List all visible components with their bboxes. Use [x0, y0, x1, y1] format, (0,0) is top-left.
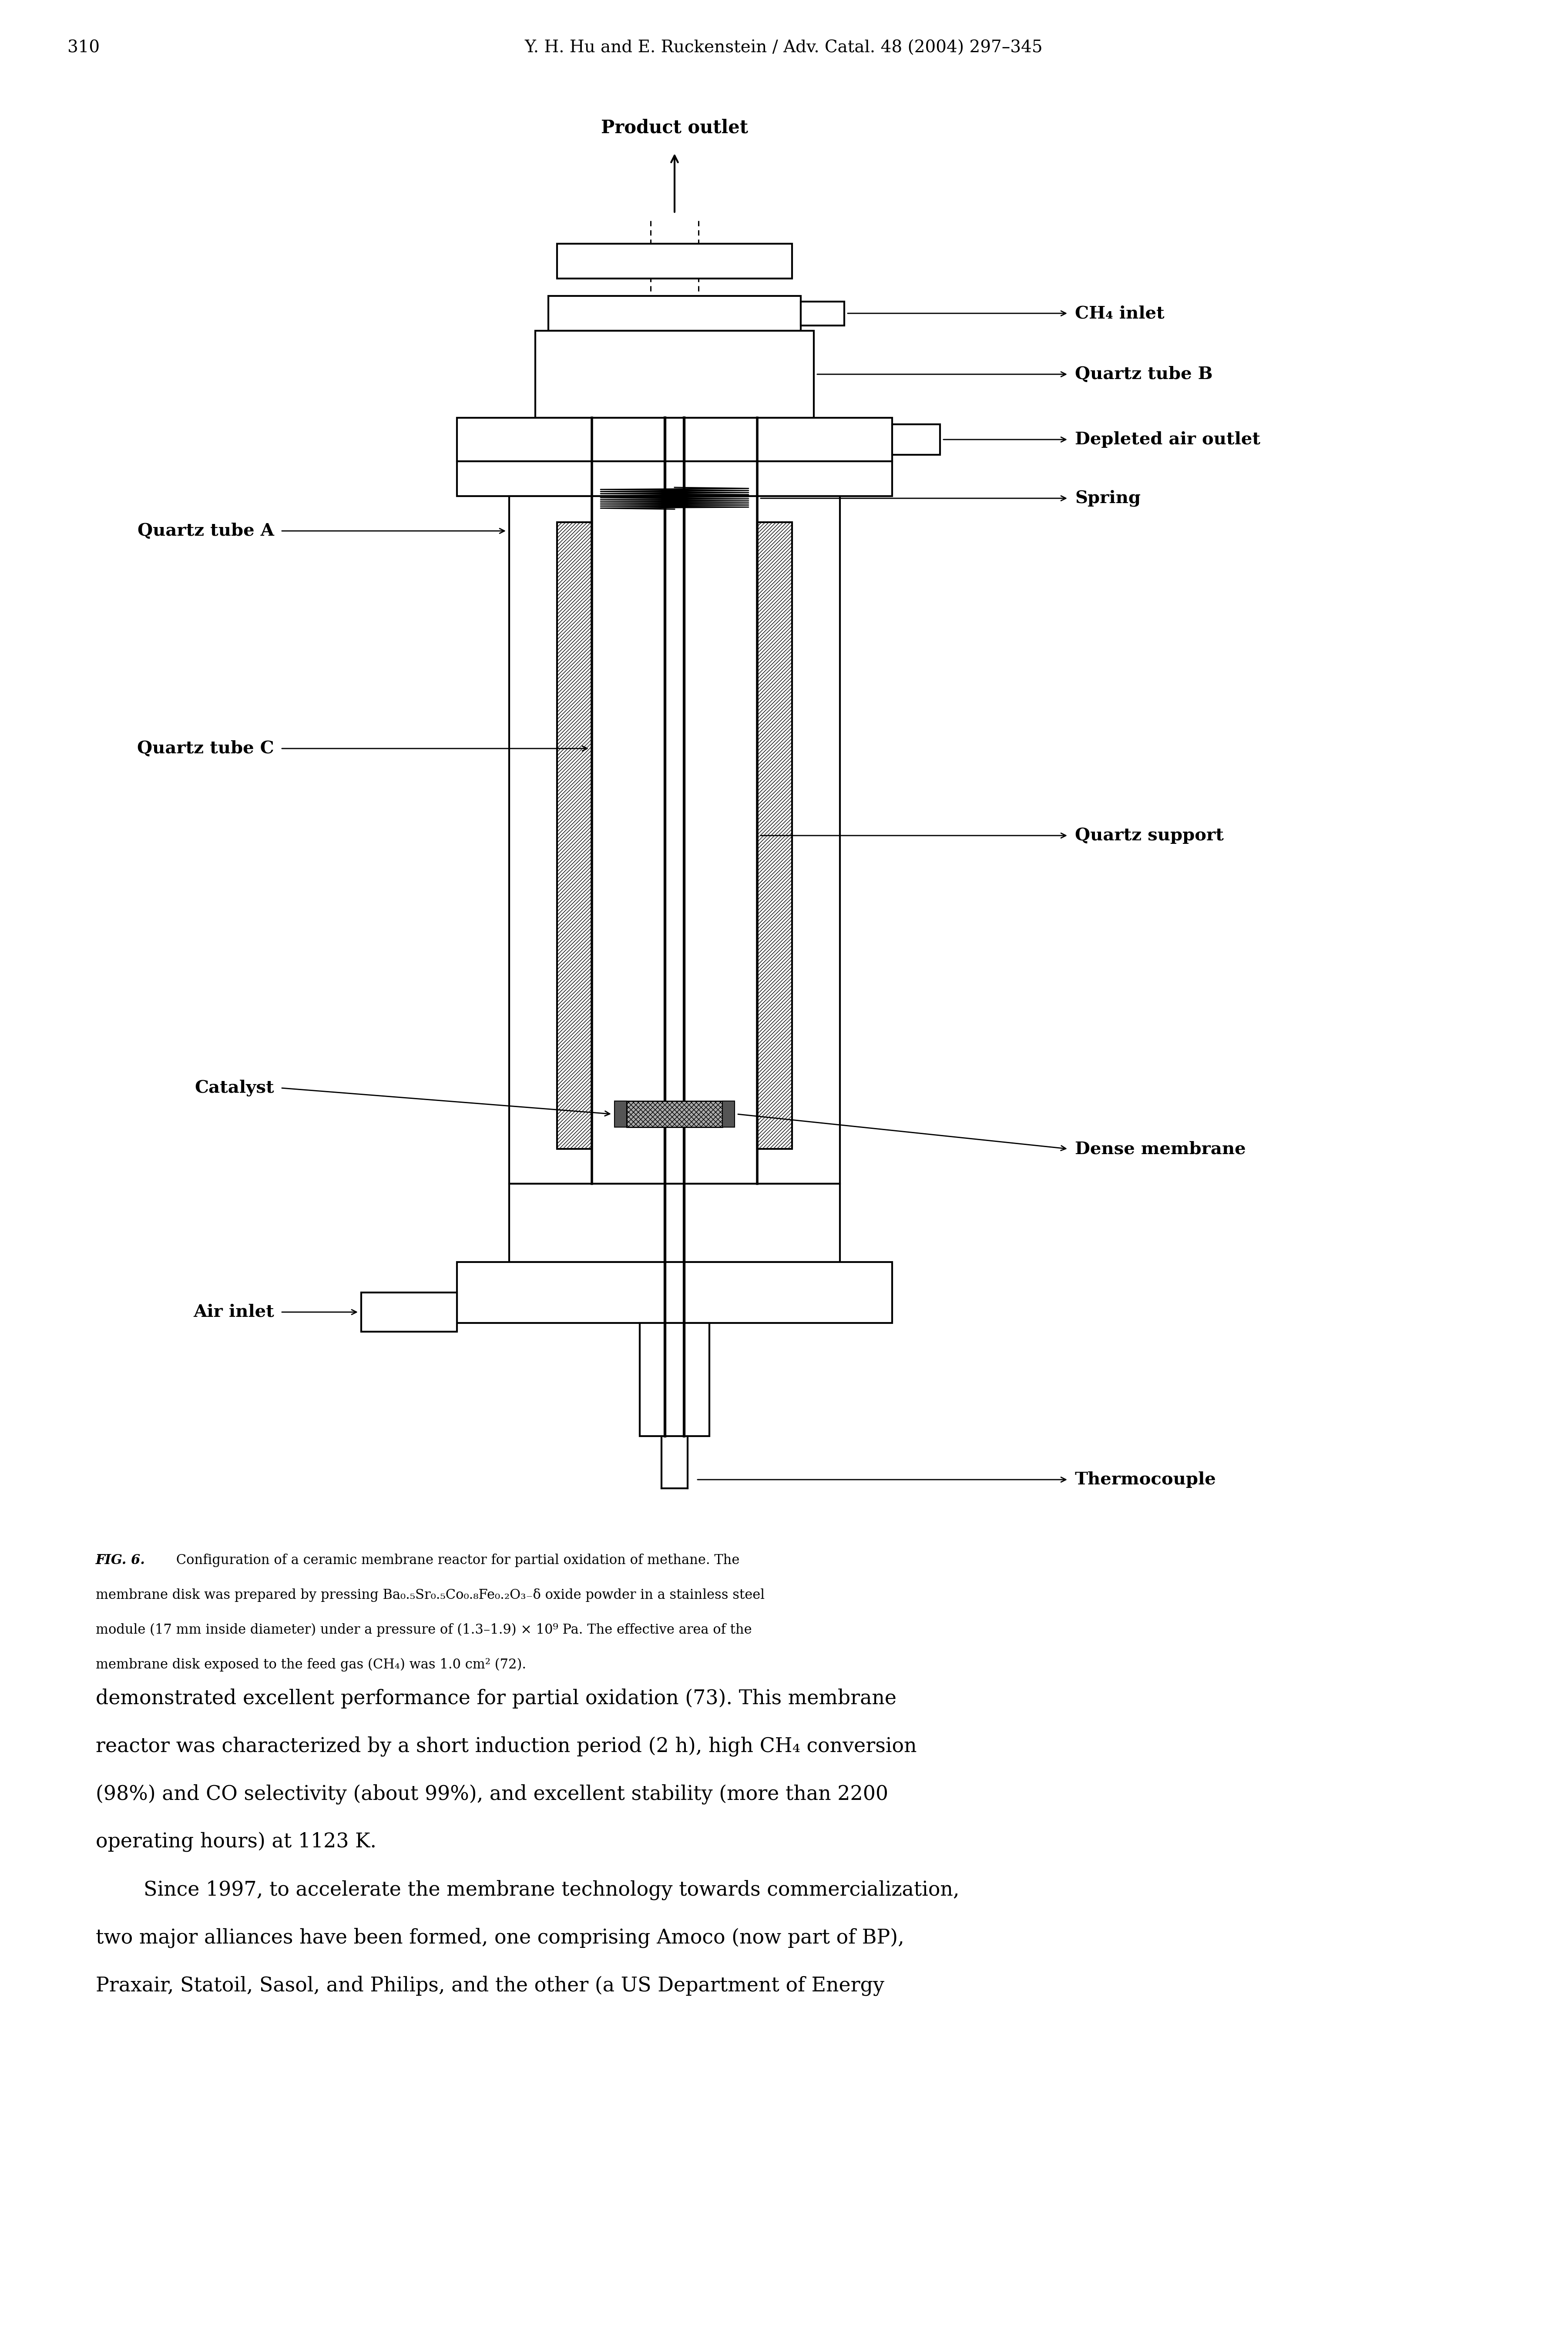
Bar [557, 522, 591, 1149]
Text: Air inlet: Air inlet [193, 1304, 274, 1321]
Text: Product outlet: Product outlet [601, 120, 748, 136]
Bar [549, 296, 801, 331]
Text: Catalyst: Catalyst [194, 1079, 274, 1097]
Text: membrane disk was prepared by pressing Ba₀.₅Sr₀.₅Co₀.₈Fe₀.₂O₃₋δ oxide powder in : membrane disk was prepared by pressing B… [96, 1589, 765, 1603]
Text: Depleted air outlet: Depleted air outlet [1076, 432, 1261, 449]
Text: Quartz tube B: Quartz tube B [1076, 367, 1212, 383]
Text: Quartz support: Quartz support [1076, 827, 1223, 844]
Bar [510, 496, 840, 1184]
Text: Praxair, Statoil, Sasol, and Philips, and the other (a US Department of Energy: Praxair, Statoil, Sasol, and Philips, an… [96, 1976, 884, 1995]
Text: Configuration of a ceramic membrane reactor for partial oxidation of methane. Th: Configuration of a ceramic membrane reac… [172, 1553, 740, 1567]
Bar [456, 461, 892, 496]
Bar [627, 1102, 723, 1128]
Text: F: F [96, 1553, 105, 1567]
Text: Spring: Spring [1076, 489, 1140, 508]
Bar [892, 425, 941, 456]
Bar [535, 331, 814, 418]
Text: Y. H. Hu and E. Ruckenstein / Adv. Catal. 48 (2004) 297–345: Y. H. Hu and E. Ruckenstein / Adv. Catal… [525, 40, 1043, 56]
Text: operating hours) at 1123 K.: operating hours) at 1123 K. [96, 1833, 376, 1852]
Text: reactor was characterized by a short induction period (2 h), high CH₄ conversion: reactor was characterized by a short ind… [96, 1737, 917, 1758]
Bar [757, 522, 792, 1149]
Text: CH₄ inlet: CH₄ inlet [1076, 306, 1165, 322]
Text: Quartz tube C: Quartz tube C [136, 740, 274, 757]
Bar [456, 1262, 892, 1323]
Text: 310: 310 [67, 40, 100, 56]
Bar [510, 1184, 840, 1262]
Bar [557, 244, 792, 280]
Bar [640, 1323, 709, 1436]
Bar [615, 1102, 627, 1128]
Text: two major alliances have been formed, one comprising Amoco (now part of BP),: two major alliances have been formed, on… [96, 1927, 905, 1948]
Text: Dense membrane: Dense membrane [1076, 1140, 1247, 1156]
Text: module (17 mm inside diameter) under a pressure of (1.3–1.9) × 10⁹ Pa. The effec: module (17 mm inside diameter) under a p… [96, 1624, 751, 1638]
Bar [456, 418, 892, 461]
Text: demonstrated excellent performance for partial oxidation (73). This membrane: demonstrated excellent performance for p… [96, 1690, 897, 1708]
Bar [801, 301, 844, 324]
Bar [723, 1102, 734, 1128]
Text: FIG. 6.: FIG. 6. [96, 1553, 146, 1567]
Text: Since 1997, to accelerate the membrane technology towards commercialization,: Since 1997, to accelerate the membrane t… [144, 1880, 960, 1901]
Text: membrane disk exposed to the feed gas (CH₄) was 1.0 cm² (72).: membrane disk exposed to the feed gas (C… [96, 1659, 527, 1671]
Text: Thermocouple: Thermocouple [1076, 1471, 1217, 1488]
Bar [361, 1293, 456, 1332]
Text: Quartz tube A: Quartz tube A [138, 522, 274, 538]
Text: (98%) and CO selectivity (about 99%), and excellent stability (more than 2200: (98%) and CO selectivity (about 99%), an… [96, 1784, 887, 1805]
